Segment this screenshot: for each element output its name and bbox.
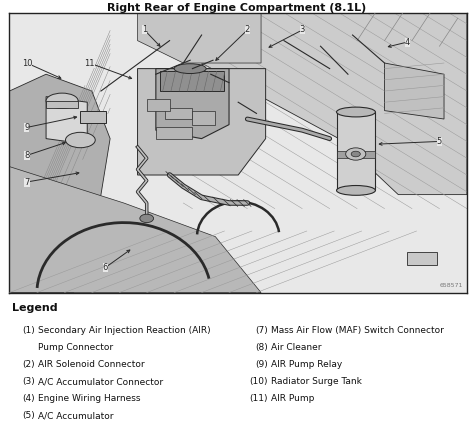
Text: Air Cleaner: Air Cleaner <box>271 343 322 352</box>
Text: Mass Air Flow (MAF) Switch Connector: Mass Air Flow (MAF) Switch Connector <box>271 326 444 335</box>
Text: Legend: Legend <box>12 303 57 312</box>
Polygon shape <box>137 69 265 175</box>
Text: (2): (2) <box>22 360 35 369</box>
Text: 8: 8 <box>24 151 29 160</box>
Polygon shape <box>46 97 87 144</box>
Bar <box>146 99 170 111</box>
Text: 658571: 658571 <box>440 283 463 288</box>
Ellipse shape <box>174 64 206 74</box>
Text: (8): (8) <box>255 343 268 352</box>
Polygon shape <box>9 74 110 293</box>
Bar <box>165 108 192 119</box>
Text: A/C Accumulator Connector: A/C Accumulator Connector <box>38 377 163 386</box>
Text: Right Rear of Engine Compartment (8.1L): Right Rear of Engine Compartment (8.1L) <box>108 3 366 13</box>
Text: 10: 10 <box>22 59 32 67</box>
Bar <box>337 151 375 158</box>
Text: (10): (10) <box>249 377 268 386</box>
Text: (9): (9) <box>255 360 268 369</box>
Polygon shape <box>9 167 261 293</box>
Text: (3): (3) <box>22 377 35 386</box>
Text: (7): (7) <box>255 326 268 335</box>
Text: A/C Accumulator: A/C Accumulator <box>38 411 113 420</box>
Bar <box>337 112 375 190</box>
Polygon shape <box>137 13 261 63</box>
Bar <box>408 252 437 265</box>
Polygon shape <box>156 69 229 139</box>
Text: Secondary Air Injection Reaction (AIR): Secondary Air Injection Reaction (AIR) <box>38 326 210 335</box>
Ellipse shape <box>337 107 375 117</box>
Text: 11: 11 <box>84 59 95 67</box>
Text: 7: 7 <box>24 178 29 187</box>
Bar <box>160 72 225 91</box>
Ellipse shape <box>337 186 375 195</box>
Text: Pump Connector: Pump Connector <box>38 343 113 352</box>
Text: 3: 3 <box>300 26 305 35</box>
Text: 2: 2 <box>245 26 250 35</box>
Bar <box>46 101 78 108</box>
Text: 1: 1 <box>142 26 147 35</box>
Text: Radiator Surge Tank: Radiator Surge Tank <box>271 377 362 386</box>
Text: (11): (11) <box>249 394 268 403</box>
Text: 9: 9 <box>24 123 29 132</box>
Text: AIR Pump: AIR Pump <box>271 394 314 403</box>
Bar <box>156 128 192 139</box>
Text: 5: 5 <box>437 137 442 146</box>
Text: AIR Solenoid Connector: AIR Solenoid Connector <box>38 360 145 369</box>
Circle shape <box>346 148 366 160</box>
Text: (5): (5) <box>22 411 35 420</box>
Text: 4: 4 <box>405 37 410 47</box>
Ellipse shape <box>46 93 78 109</box>
Circle shape <box>140 214 154 223</box>
Text: (1): (1) <box>22 326 35 335</box>
Circle shape <box>351 151 360 157</box>
Text: 6: 6 <box>103 263 108 272</box>
Polygon shape <box>183 13 467 195</box>
Polygon shape <box>384 63 444 119</box>
Text: AIR Pump Relay: AIR Pump Relay <box>271 360 342 369</box>
Ellipse shape <box>65 132 95 148</box>
Bar <box>81 111 106 123</box>
Text: Engine Wiring Harness: Engine Wiring Harness <box>38 394 140 403</box>
Bar <box>192 111 215 125</box>
Text: (4): (4) <box>22 394 35 403</box>
